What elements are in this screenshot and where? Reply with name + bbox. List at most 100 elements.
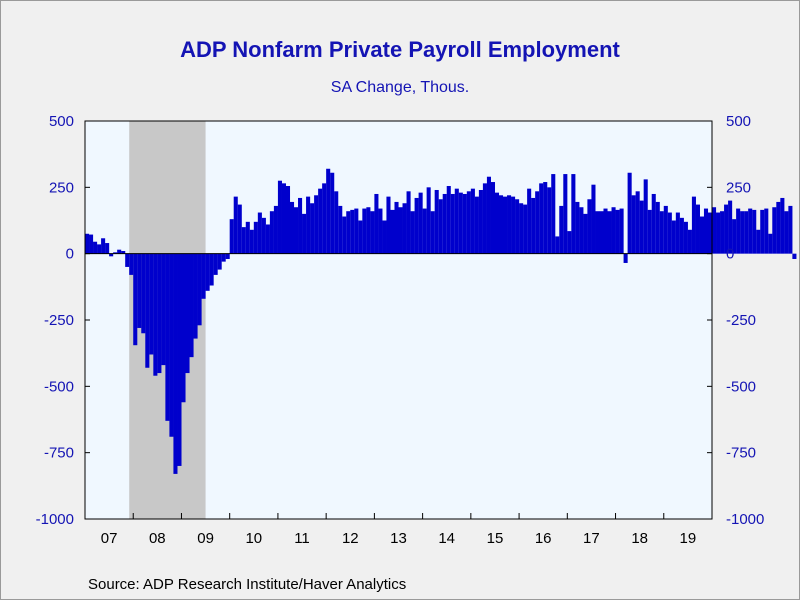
bar: [575, 201, 580, 254]
bar: [281, 183, 287, 254]
bar: [772, 207, 777, 254]
bar: [197, 253, 202, 326]
bar: [129, 253, 134, 275]
bar: [430, 211, 435, 254]
bar: [105, 243, 110, 254]
bar: [346, 211, 351, 254]
bar: [712, 207, 717, 254]
y-tick-label-left: -1000: [36, 511, 74, 528]
bar: [511, 196, 516, 254]
bar: [390, 209, 395, 254]
bar: [185, 253, 190, 374]
y-tick-label-left: 500: [49, 113, 74, 130]
y-tick-label-left: 0: [66, 246, 74, 263]
bar: [442, 193, 447, 254]
bar: [527, 188, 532, 254]
bar: [579, 207, 584, 254]
bar: [583, 213, 588, 254]
bar: [450, 193, 455, 254]
bar: [659, 211, 664, 254]
bar: [394, 201, 399, 254]
bar: [687, 229, 692, 254]
bar: [494, 192, 500, 254]
bar: [205, 253, 210, 291]
bar: [466, 191, 471, 254]
bar: [237, 204, 242, 254]
bar: [402, 203, 407, 254]
y-tick-label-right: 0: [726, 246, 734, 263]
bar: [93, 241, 98, 254]
bar: [543, 182, 548, 254]
bar: [631, 195, 636, 254]
bar: [547, 187, 552, 254]
x-tick-label: 12: [342, 530, 359, 547]
x-tick-label: 17: [583, 530, 600, 547]
bar: [141, 253, 146, 334]
bar: [490, 182, 496, 254]
bar: [298, 197, 303, 254]
bar: [732, 219, 737, 254]
bar: [728, 200, 733, 254]
y-tick-label-left: 250: [49, 179, 74, 196]
y-tick-label-right: -1000: [726, 511, 764, 528]
bar: [571, 174, 576, 254]
bar: [462, 193, 467, 254]
y-tick-label-right: 250: [726, 179, 751, 196]
bar: [165, 253, 170, 421]
bar: [310, 203, 315, 254]
x-tick-label: 08: [149, 530, 166, 547]
bar: [643, 179, 648, 254]
bar: [438, 199, 443, 254]
bar: [655, 201, 660, 254]
bar: [671, 220, 676, 254]
bar: [149, 253, 154, 355]
bar: [426, 187, 431, 254]
bar: [193, 253, 198, 339]
bar: [157, 253, 162, 374]
bar: [498, 195, 504, 254]
bar: [515, 199, 520, 254]
bar: [370, 211, 375, 254]
bar: [651, 193, 656, 254]
bar: [784, 211, 789, 254]
bar: [635, 191, 640, 254]
bar: [277, 180, 282, 254]
bar: [257, 212, 262, 254]
x-tick-label: 07: [101, 530, 118, 547]
bar: [474, 196, 479, 254]
bar: [695, 204, 700, 254]
bar: [233, 196, 238, 254]
bar: [241, 227, 246, 254]
bar: [446, 186, 451, 254]
x-tick-label: 10: [245, 530, 262, 547]
bar: [213, 253, 218, 275]
bar: [366, 207, 371, 254]
bar: [285, 186, 291, 254]
bar: [253, 221, 258, 254]
bar: [434, 189, 439, 254]
bar: [667, 212, 672, 254]
bar: [611, 207, 616, 254]
x-tick-label: 14: [438, 530, 455, 547]
bar: [531, 197, 536, 254]
bar: [109, 253, 114, 257]
bar: [97, 244, 102, 254]
x-tick-label: 15: [487, 530, 504, 547]
bar: [153, 253, 158, 376]
bar: [249, 229, 254, 254]
bar: [679, 217, 684, 254]
bar: [458, 192, 463, 254]
bar: [647, 209, 652, 254]
bar: [350, 209, 355, 254]
bar: [760, 209, 765, 254]
bar: [133, 253, 138, 346]
bar: [326, 168, 331, 254]
bar: [338, 205, 343, 254]
bar: [117, 249, 122, 254]
x-tick-label: 19: [680, 530, 697, 547]
y-tick-label-right: -250: [726, 312, 756, 329]
left-y-axis: 500 250 0 -250 -500 -750 -1000: [36, 113, 90, 528]
bar: [406, 191, 411, 254]
bar: [217, 253, 222, 270]
bar: [675, 212, 680, 254]
